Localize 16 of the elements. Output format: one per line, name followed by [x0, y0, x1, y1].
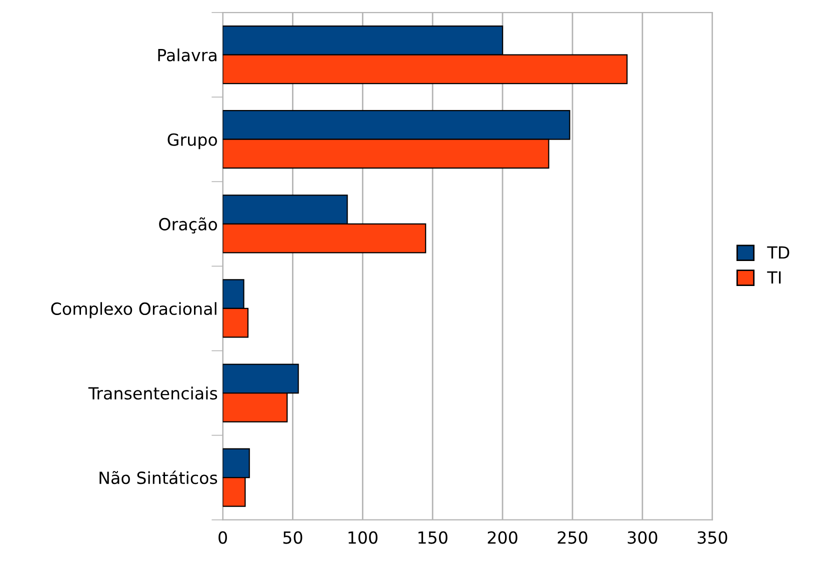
y-tick-label: Palavra	[158, 48, 216, 62]
x-tick-label: 250	[558, 531, 588, 544]
x-tick-label: 100	[348, 531, 378, 544]
x-tick-label: 300	[628, 531, 658, 544]
y-tick-label: Grupo	[168, 133, 217, 150]
x-tick-label: 200	[488, 531, 518, 544]
x-tick-label: 50	[283, 531, 302, 544]
y-tick-label: Complexo Oracional	[51, 302, 216, 318]
x-tick-label: 350	[698, 531, 728, 544]
y-tick-label: Oração	[159, 217, 217, 234]
x-tick-label: 0	[218, 531, 227, 544]
y-tick-label: Não Sintáticos	[100, 470, 218, 484]
x-tick-label: 150	[418, 531, 448, 544]
legend-label: TD	[767, 246, 790, 259]
legend-label: TI	[767, 271, 781, 284]
y-tick-label: Transentenciais	[88, 386, 218, 400]
